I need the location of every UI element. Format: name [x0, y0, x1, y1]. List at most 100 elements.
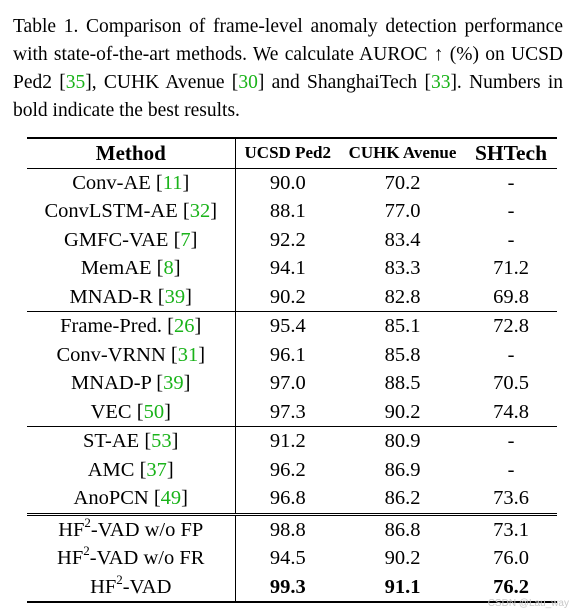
method-cell: HF2-VAD w/o FR: [27, 544, 236, 573]
ped2-cell: 96.1: [269, 343, 306, 366]
method-cell: ConvLSTM-AE [32]: [27, 197, 236, 226]
citation-link[interactable]: 30: [238, 72, 258, 93]
caption-text: ], CUHK Avenue [: [85, 72, 239, 93]
shtech-cell: -: [507, 200, 515, 222]
method-cell: AnoPCN [49]: [27, 484, 236, 514]
citation-link[interactable]: 39: [163, 372, 184, 394]
method-cell: ST-AE [53]: [27, 426, 236, 456]
citation-link[interactable]: 37: [146, 458, 167, 481]
avenue-cell: 77.0: [384, 200, 421, 222]
caption-text: ] and ShanghaiTech [: [257, 72, 431, 93]
avenue-cell: 80.9: [340, 426, 465, 456]
shtech-cell-best: 76.2: [465, 572, 557, 603]
avenue-cell: 88.5: [384, 372, 421, 394]
ped2-cell: 90.2: [269, 285, 306, 308]
table-row: MNAD-R [39] 90.2 82.8 69.8: [27, 282, 557, 312]
avenue-cell: 90.2: [384, 400, 421, 423]
avenue-cell: 85.1: [340, 311, 465, 341]
table-row: GMFC-VAE [7] 92.2 83.4 -: [27, 225, 557, 254]
ped2-cell: 95.4: [235, 311, 340, 341]
results-table-container: Method UCSD Ped2 CUHK Avenue SHTech Conv…: [27, 137, 557, 603]
avenue-cell: 85.8: [384, 343, 421, 366]
table-row: MemAE [8] 94.1 83.3 71.2: [27, 254, 557, 283]
method-cell: MNAD-P [39]: [27, 369, 236, 398]
shtech-cell: 73.6: [493, 487, 529, 509]
avenue-cell: 90.2: [384, 547, 421, 569]
header-row: Method UCSD Ped2 CUHK Avenue SHTech: [27, 137, 557, 169]
citation-link[interactable]: 50: [143, 400, 165, 423]
table-row: ST-AE [53] 91.2 80.9 -: [27, 426, 557, 456]
ped2-cell: 90.0: [269, 171, 306, 194]
table-row: VEC [50] 97.3 90.2 74.8: [27, 397, 557, 427]
citation-link[interactable]: 33: [430, 72, 451, 93]
results-table: Method UCSD Ped2 CUHK Avenue SHTech Conv…: [27, 137, 557, 603]
method-cell: HF2-VAD w/o FP: [27, 512, 236, 544]
avenue-cell: 86.9: [384, 458, 421, 481]
table-row: Conv-VRNN [31] 96.1 85.8 -: [27, 340, 557, 369]
ped2-cell: 92.2: [269, 228, 306, 251]
header-ped2: UCSD Ped2: [235, 137, 340, 169]
table-row: AnoPCN [49] 96.8 86.2 73.6: [27, 484, 557, 514]
method-cell: HF2-VAD: [27, 572, 236, 603]
method-cell: VEC [50]: [27, 397, 236, 427]
shtech-cell: 69.8: [493, 285, 529, 308]
table-row: Conv-AE [11] 90.0 70.2 -: [27, 168, 557, 197]
citation-link[interactable]: 35: [65, 72, 86, 93]
header-method: Method: [27, 137, 236, 169]
citation-link[interactable]: 49: [160, 487, 182, 509]
table-caption: Table 1. Comparison of frame-level anoma…: [13, 13, 563, 125]
citation-link[interactable]: 7: [180, 228, 191, 251]
ped2-cell: 97.3: [269, 400, 306, 423]
table-row: HF2-VAD w/o FR 94.5 90.2 76.0: [27, 544, 557, 573]
citation-link[interactable]: 11: [162, 171, 183, 194]
table-row: HF2-VAD w/o FP 98.8 86.8 73.1: [27, 512, 557, 544]
watermark: CSDN @Lau_way: [487, 598, 569, 609]
method-cell: Conv-VRNN [31]: [27, 340, 236, 369]
avenue-cell: 86.8: [340, 512, 465, 544]
shtech-cell: -: [507, 228, 515, 251]
avenue-cell: 70.2: [384, 171, 421, 194]
shtech-cell: 74.8: [493, 400, 529, 423]
shtech-cell: -: [507, 343, 515, 366]
shtech-cell: -: [507, 458, 515, 481]
ped2-cell: 97.0: [269, 372, 306, 394]
citation-link[interactable]: 39: [164, 285, 186, 308]
ped2-cell: 94.5: [269, 547, 306, 569]
ped2-cell-best: 99.3: [235, 572, 340, 603]
avenue-cell: 83.4: [384, 228, 421, 251]
ped2-cell: 88.1: [269, 200, 306, 222]
ped2-cell: 96.8: [269, 487, 306, 509]
shtech-cell: 76.0: [493, 547, 529, 569]
table-row: ConvLSTM-AE [32] 88.1 77.0 -: [27, 197, 557, 226]
citation-link[interactable]: 31: [177, 343, 199, 366]
avenue-cell: 83.3: [384, 257, 421, 279]
header-avenue: CUHK Avenue: [340, 137, 465, 169]
method-cell: MemAE [8]: [27, 254, 236, 283]
shtech-cell: -: [465, 426, 557, 456]
avenue-cell: 86.2: [384, 487, 421, 509]
citation-link[interactable]: 32: [189, 200, 211, 222]
citation-link[interactable]: 26: [174, 315, 195, 337]
avenue-cell-best: 91.1: [340, 572, 465, 603]
shtech-cell: 73.1: [465, 512, 557, 544]
method-cell: GMFC-VAE [7]: [27, 225, 236, 254]
shtech-cell: 72.8: [465, 311, 557, 341]
method-cell: Frame-Pred. [26]: [27, 311, 236, 341]
ped2-cell: 98.8: [235, 512, 340, 544]
shtech-cell: 70.5: [493, 372, 529, 394]
table-row: Frame-Pred. [26] 95.4 85.1 72.8: [27, 311, 557, 341]
caption-text: ]. Numbers in bold indicate the best res…: [13, 72, 563, 121]
table-row: AMC [37] 96.2 86.9 -: [27, 455, 557, 484]
table-row: MNAD-P [39] 97.0 88.5 70.5: [27, 369, 557, 398]
shtech-cell: -: [507, 171, 515, 194]
citation-link[interactable]: 8: [163, 257, 174, 279]
citation-link[interactable]: 53: [151, 430, 172, 452]
caption-text: Table 1. Comparison of frame-level anoma…: [13, 16, 563, 93]
header-shtech: SHTech: [465, 137, 557, 169]
ped2-cell: 96.2: [269, 458, 306, 481]
shtech-cell: 71.2: [493, 257, 529, 279]
table-row: HF2-VAD 99.3 91.1 76.2: [27, 572, 557, 603]
method-cell: Conv-AE [11]: [27, 168, 236, 197]
ped2-cell: 91.2: [235, 426, 340, 456]
avenue-cell: 82.8: [384, 285, 421, 308]
